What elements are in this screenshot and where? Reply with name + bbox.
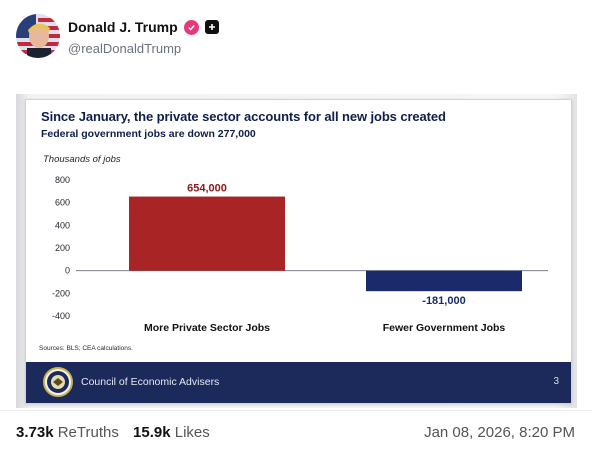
- stats-divider: [0, 410, 592, 411]
- data-label-1: 654,000: [187, 183, 227, 195]
- author-name-text[interactable]: Donald J. Trump: [68, 19, 178, 35]
- y-tick-label: 600: [55, 198, 70, 208]
- y-tick-label: 400: [55, 220, 70, 230]
- retruths-label[interactable]: ReTruths: [57, 424, 119, 441]
- likes-count[interactable]: 15.9k: [133, 424, 171, 441]
- likes-label[interactable]: Likes: [174, 424, 210, 441]
- avatar[interactable]: [16, 14, 60, 58]
- sources-note: Sources: BLS; CEA calculations.: [39, 345, 133, 352]
- bar-1: [129, 196, 285, 271]
- slide-page-number: 3: [553, 376, 559, 387]
- author-handle[interactable]: @realDonaldTrump: [68, 41, 182, 56]
- slide-subtitle: Federal government jobs are down 277,000: [41, 128, 256, 140]
- verified-badge-icon: [183, 19, 199, 35]
- post-timestamp[interactable]: Jan 08, 2026, 8:20 PM: [424, 424, 575, 441]
- slide-title: Since January, the private sector accoun…: [41, 109, 446, 124]
- category-label-1: More Private Sector Jobs: [144, 322, 270, 334]
- cea-seal-icon: [43, 367, 73, 397]
- y-tick-label: -400: [52, 311, 70, 321]
- post-image[interactable]: Since January, the private sector accoun…: [16, 94, 577, 408]
- y-tick-label: 0: [65, 266, 70, 276]
- post-stats: 3.73k ReTruths 15.9k Likes: [16, 424, 220, 441]
- slide-footer: Council of Economic Advisers 3: [26, 362, 571, 403]
- plus-icon[interactable]: [204, 20, 219, 34]
- footer-organization: Council of Economic Advisers: [81, 376, 220, 388]
- data-label-2: -181,000: [422, 295, 465, 307]
- category-label-2: Fewer Government Jobs: [383, 322, 506, 334]
- bar-chart: Thousands of jobs 8006004002000-200-400 …: [39, 154, 548, 352]
- y-tick-label: 200: [55, 243, 70, 253]
- author-name[interactable]: Donald J. Trump: [68, 19, 219, 35]
- slide: Since January, the private sector accoun…: [25, 99, 572, 404]
- bar-2: [366, 270, 522, 292]
- y-tick-label: -200: [52, 288, 70, 298]
- y-tick-label: 800: [55, 175, 70, 185]
- post-header: Donald J. Trump @realDonaldTrump: [16, 14, 576, 66]
- y-axis-label: Thousands of jobs: [43, 154, 121, 165]
- retruths-count[interactable]: 3.73k: [16, 424, 54, 441]
